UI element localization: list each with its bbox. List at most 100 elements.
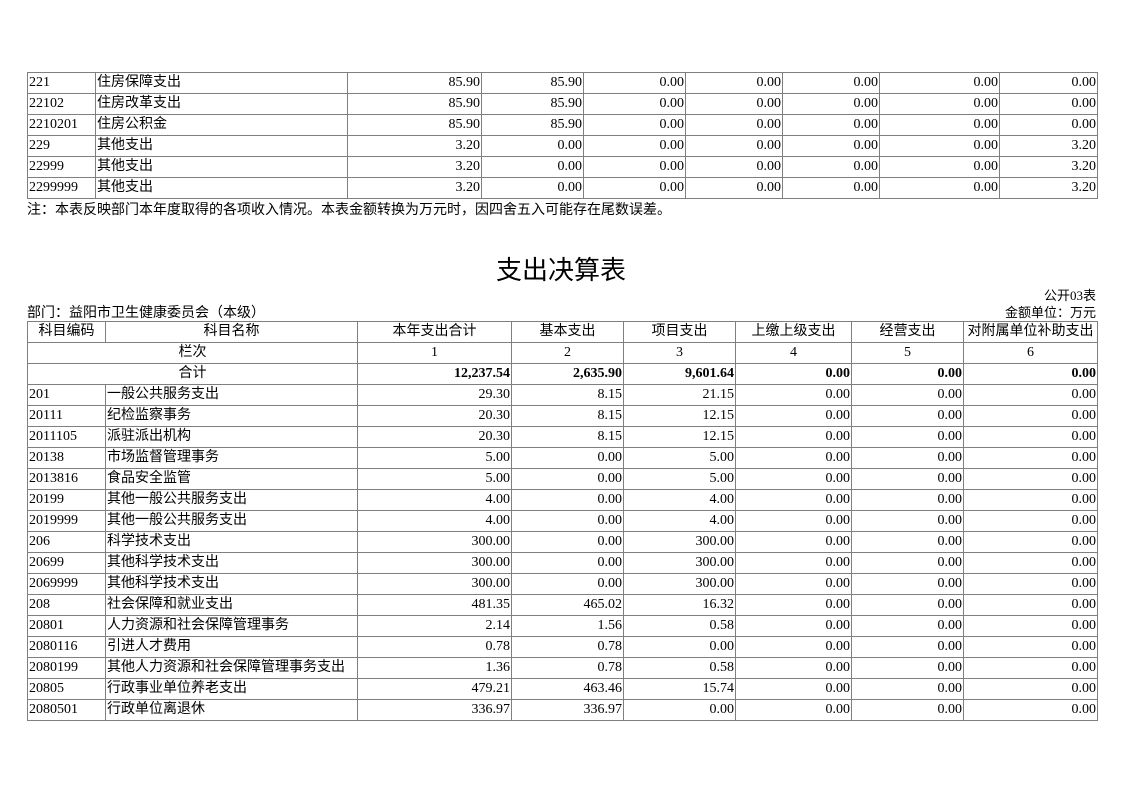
amount-cell: 0.00 bbox=[851, 447, 964, 469]
amount-cell: 0.00 bbox=[735, 615, 852, 637]
subject-name: 其他支出 bbox=[95, 135, 348, 157]
amount-cell: 0.00 bbox=[851, 573, 964, 595]
subject-name: 市场监督管理事务 bbox=[105, 447, 358, 469]
amount-cell: 0.00 bbox=[511, 531, 624, 553]
header-cell: 科目名称 bbox=[105, 321, 358, 343]
subject-code: 2019999 bbox=[27, 510, 106, 532]
table-row: 20699 其他科学技术支出 300.00 0.00 300.00 0.00 0.00 0.0… bbox=[27, 552, 1098, 574]
table-row: 2069999 其他科学技术支出 300.00 0.00 300.00 0.00 0.00 0… bbox=[27, 573, 1098, 595]
amount-cell: 0.00 bbox=[963, 405, 1098, 427]
table-row: 206 科学技术支出 300.00 0.00 300.00 0.00 0.00 0.00 bbox=[27, 531, 1098, 553]
amount-cell: 0.00 bbox=[735, 699, 852, 721]
total-value: 2,635.90 bbox=[511, 363, 624, 385]
table-row: 2080501 行政单位离退休 336.97 336.97 0.00 0.00 0.00 0.… bbox=[27, 699, 1098, 721]
amount-cell: 0.00 bbox=[623, 636, 736, 658]
amount-cell: 0.00 bbox=[963, 510, 1098, 532]
amount-cell: 5.00 bbox=[357, 468, 512, 490]
amount-cell: 0.00 bbox=[735, 468, 852, 490]
table-row: 2299999 其他支出 3.20 0.00 0.00 0.00 0.00 0.00 3.20 bbox=[27, 177, 1098, 199]
amount-cell: 0.58 bbox=[623, 657, 736, 679]
amount-cell: 0.00 bbox=[963, 615, 1098, 637]
amount-cell: 0.00 bbox=[851, 384, 964, 406]
subject-name: 其他支出 bbox=[95, 156, 348, 178]
amount-cell: 300.00 bbox=[357, 552, 512, 574]
amount-cell: 0.00 bbox=[963, 531, 1098, 553]
subject-name: 其他一般公共服务支出 bbox=[105, 510, 358, 532]
subject-name: 引进人才费用 bbox=[105, 636, 358, 658]
total-value: 0.00 bbox=[735, 363, 852, 385]
amount-cell: 0.00 bbox=[879, 72, 1000, 94]
amount-cell: 0.00 bbox=[685, 114, 783, 136]
amount-cell: 0.00 bbox=[999, 114, 1098, 136]
amount-cell: 0.00 bbox=[782, 72, 880, 94]
subject-name: 其他人力资源和社会保障管理事务支出 bbox=[105, 657, 358, 679]
column-index: 2 bbox=[511, 342, 624, 364]
amount-cell: 0.00 bbox=[583, 93, 686, 115]
table-row: 2011105 派驻派出机构 20.30 8.15 12.15 0.00 0.00 0.00 bbox=[27, 426, 1098, 448]
amount-cell: 0.00 bbox=[851, 531, 964, 553]
amount-cell: 0.00 bbox=[851, 510, 964, 532]
amount-cell: 336.97 bbox=[511, 699, 624, 721]
column-index: 5 bbox=[851, 342, 964, 364]
amount-cell: 0.00 bbox=[481, 156, 584, 178]
amount-cell: 0.00 bbox=[879, 114, 1000, 136]
amount-cell: 0.00 bbox=[782, 93, 880, 115]
amount-cell: 8.15 bbox=[511, 405, 624, 427]
amount-cell: 0.00 bbox=[879, 93, 1000, 115]
subject-code: 20801 bbox=[27, 615, 106, 637]
total-row: 合计 12,237.54 2,635.90 9,601.64 0.00 0.00… bbox=[27, 363, 1098, 385]
amount-cell: 29.30 bbox=[357, 384, 512, 406]
subject-code: 20805 bbox=[27, 678, 106, 700]
subject-code: 20138 bbox=[27, 447, 106, 469]
amount-cell: 3.20 bbox=[347, 156, 482, 178]
amount-cell: 0.00 bbox=[851, 636, 964, 658]
amount-cell: 336.97 bbox=[357, 699, 512, 721]
amount-cell: 3.20 bbox=[999, 135, 1098, 157]
amount-cell: 0.00 bbox=[963, 447, 1098, 469]
amount-cell: 20.30 bbox=[357, 426, 512, 448]
table-row: 201 一般公共服务支出 29.30 8.15 21.15 0.00 0.00 0.00 bbox=[27, 384, 1098, 406]
amount-cell: 0.00 bbox=[735, 531, 852, 553]
amount-cell: 1.36 bbox=[357, 657, 512, 679]
amount-cell: 479.21 bbox=[357, 678, 512, 700]
table-row: 22102 住房改革支出 85.90 85.90 0.00 0.00 0.00 0.00 0.0… bbox=[27, 93, 1098, 115]
total-value: 0.00 bbox=[963, 363, 1098, 385]
amount-cell: 1.56 bbox=[511, 615, 624, 637]
header-cell: 经营支出 bbox=[851, 321, 964, 343]
amount-cell: 3.20 bbox=[999, 177, 1098, 199]
income-table-note: 注：本表反映部门本年度取得的各项收入情况。本表金额转换为万元时，因四舍五入可能存… bbox=[27, 203, 671, 218]
table-row: 20805 行政事业单位养老支出 479.21 463.46 15.74 0.00 0.00… bbox=[27, 678, 1098, 700]
subject-name: 派驻派出机构 bbox=[105, 426, 358, 448]
subject-code: 2080199 bbox=[27, 657, 106, 679]
amount-cell: 85.90 bbox=[347, 72, 482, 94]
subject-code: 22999 bbox=[27, 156, 96, 178]
table-row: 20111 纪检监察事务 20.30 8.15 12.15 0.00 0.00 0.00 bbox=[27, 405, 1098, 427]
subject-code: 2011105 bbox=[27, 426, 106, 448]
total-value: 12,237.54 bbox=[357, 363, 512, 385]
amount-cell: 0.00 bbox=[735, 447, 852, 469]
subject-code: 221 bbox=[27, 72, 96, 94]
amount-cell: 0.00 bbox=[511, 447, 624, 469]
subject-code: 2210201 bbox=[27, 114, 96, 136]
amount-cell: 0.00 bbox=[685, 135, 783, 157]
amount-cell: 2.14 bbox=[357, 615, 512, 637]
header-cell: 本年支出合计 bbox=[357, 321, 512, 343]
amount-cell: 0.00 bbox=[735, 405, 852, 427]
column-index: 1 bbox=[357, 342, 512, 364]
subject-name: 住房改革支出 bbox=[95, 93, 348, 115]
amount-cell: 0.00 bbox=[851, 678, 964, 700]
amount-cell: 0.00 bbox=[963, 384, 1098, 406]
amount-cell: 0.00 bbox=[963, 573, 1098, 595]
amount-cell: 4.00 bbox=[623, 510, 736, 532]
column-index: 3 bbox=[623, 342, 736, 364]
table-row: 20801 人力资源和社会保障管理事务 2.14 1.56 0.58 0.00 0.00 0.… bbox=[27, 615, 1098, 637]
subject-name: 行政单位离退休 bbox=[105, 699, 358, 721]
amount-cell: 0.00 bbox=[511, 489, 624, 511]
amount-cell: 0.00 bbox=[963, 678, 1098, 700]
amount-cell: 0.00 bbox=[511, 468, 624, 490]
amount-cell: 5.00 bbox=[623, 468, 736, 490]
amount-cell: 0.00 bbox=[511, 552, 624, 574]
table-row: 2019999 其他一般公共服务支出 4.00 0.00 4.00 0.00 0.00 0.0… bbox=[27, 510, 1098, 532]
amount-cell: 0.00 bbox=[623, 699, 736, 721]
table-row: 221 住房保障支出 85.90 85.90 0.00 0.00 0.00 0.00 0.00 bbox=[27, 72, 1098, 94]
